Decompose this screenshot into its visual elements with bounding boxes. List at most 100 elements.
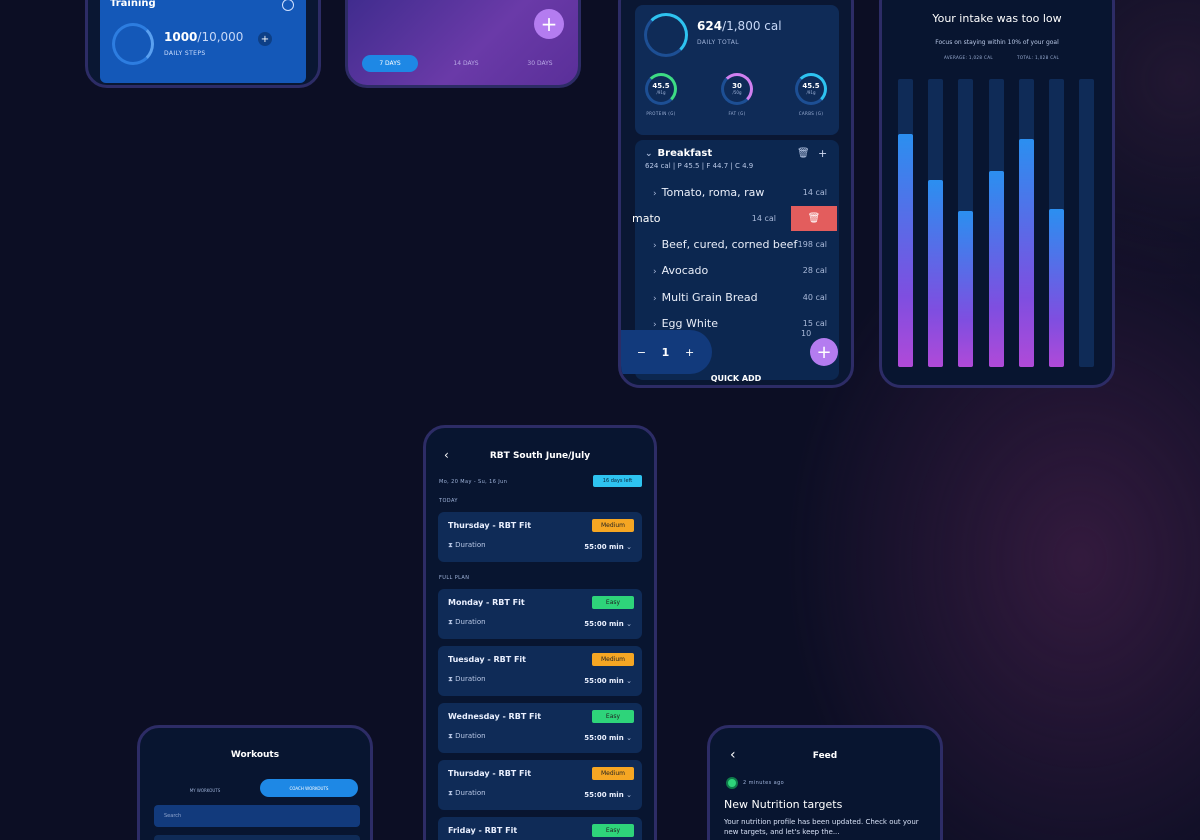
workout-title: Thursday - RBT Fit [448, 769, 532, 778]
feed-time: 2 minutes ago [743, 780, 785, 786]
duration-label: Duration [455, 675, 486, 683]
workout-card[interactable]: Wednesday - RBT Fit Easy ⧗ Duration 55:0… [438, 703, 642, 753]
add-fab-button[interactable]: + [534, 9, 564, 39]
fat-label: FAT (G) [728, 111, 746, 116]
tab-my-workouts[interactable]: MY WORKOUTS [189, 787, 221, 793]
carbs-value: 45.5 [802, 82, 820, 90]
food-cal: 198 cal [797, 239, 827, 249]
food-row[interactable]: › Multi Grain Bread 40 cal [653, 285, 827, 309]
increment-button[interactable]: + [684, 345, 695, 359]
food-row[interactable]: › Tomato, roma, raw 14 cal [653, 180, 827, 204]
duration-row: ⧗ Duration [448, 789, 486, 798]
chevron-down-icon: ⌄ [626, 543, 632, 551]
feed-title: Feed [812, 751, 838, 761]
protein-unit: /91g [656, 90, 666, 95]
macro-carbs: 45.5 /91g CARBS (G) [793, 73, 829, 116]
intake-total: TOTAL: 1,028 CAL [1017, 55, 1060, 60]
add-steps-button[interactable]: + [258, 32, 272, 46]
feed-headline[interactable]: New Nutrition targets [724, 798, 843, 811]
difficulty-badge: Easy [592, 824, 634, 837]
macro-protein: 45.5 /91g PROTEIN (G) [643, 73, 679, 116]
tab-coach-workouts[interactable]: COACH WORKOUTS [260, 779, 358, 797]
food-row[interactable]: › Egg White 15 cal [653, 311, 827, 335]
intake-bar-track [1079, 79, 1095, 367]
workout-card[interactable]: Monday - RBT Fit Easy ⧗ Duration 55:00 m… [438, 589, 642, 639]
food-row[interactable]: › Avocado 28 cal [653, 258, 827, 282]
workout-card[interactable]: Thursday - RBT Fit Medium ⧗ Duration 55:… [438, 760, 642, 810]
delete-row-button[interactable]: 🗑 [791, 206, 837, 231]
full-plan-section-label: FULL PLAN [439, 575, 470, 581]
list-item[interactable] [154, 835, 360, 840]
duration-value: 55:00 min ⌄ [584, 791, 632, 799]
workout-card[interactable]: Friday - RBT Fit Easy [438, 817, 642, 840]
add-food-fab[interactable]: + [810, 338, 838, 366]
quantity-value: 1 [661, 345, 670, 359]
hourglass-icon: ⧗ [448, 789, 453, 797]
workout-title: Friday - RBT Fit [448, 826, 518, 835]
decrement-button[interactable]: − [636, 345, 647, 359]
tab-7-days[interactable]: 7 DAYS [362, 55, 418, 72]
duration-label: Duration [455, 732, 486, 740]
meal-header[interactable]: ⌄ Breakfast [645, 148, 712, 159]
workout-title: Wednesday - RBT Fit [448, 712, 542, 721]
duration-value: 55:00 min ⌄ [584, 543, 632, 551]
workout-title: Monday - RBT Fit [448, 598, 525, 607]
diary-phone: 624/1,800 cal DAILY TOTAL 45.5 /91g PROT… [618, 0, 854, 388]
protein-value: 45.5 [652, 82, 670, 90]
refresh-icon[interactable] [282, 0, 294, 11]
intake-phone: Your intake was too low Focus on staying… [879, 0, 1115, 388]
meal-summary: 624 cal | P 45.5 | F 44.7 | C 4.9 [645, 162, 754, 170]
carbs-label: CARBS (G) [798, 111, 824, 116]
duration-value: 55:00 min ⌄ [584, 734, 632, 742]
quantity-stepper[interactable]: − 1 + [621, 330, 712, 374]
food-cal: 14 cal [751, 213, 776, 223]
calorie-summary-card: 624/1,800 cal DAILY TOTAL 45.5 /91g PROT… [635, 5, 839, 135]
intake-title: Your intake was too low [932, 12, 1062, 25]
calorie-ring [644, 13, 688, 57]
back-arrow-icon[interactable]: ‹ [730, 747, 736, 763]
chevron-down-icon: ⌄ [626, 734, 632, 742]
training-title: Training [110, 0, 156, 9]
add-food-icon[interactable]: + [818, 147, 828, 160]
protein-label: PROTEIN (G) [646, 111, 676, 116]
food-name: mato [632, 211, 661, 225]
duration-value: 55:00 min ⌄ [584, 677, 632, 685]
food-name: Beef, cured, corned beef [661, 237, 798, 251]
food-cal: 28 cal [802, 265, 827, 275]
duration-row: ⧗ Duration [448, 675, 486, 684]
feed-body: Your nutrition profile has been updated.… [724, 818, 919, 836]
steps-current: 1000 [164, 30, 198, 44]
training-card: Training 1000/10,000 DAILY STEPS + [100, 0, 306, 83]
intake-bar [898, 134, 913, 367]
duration-row: ⧗ Duration [448, 732, 486, 741]
search-input[interactable]: Search [154, 805, 360, 827]
food-name: Egg White [661, 316, 719, 330]
tab-14-days[interactable]: 14 DAYS [453, 60, 479, 67]
back-arrow-icon[interactable]: ‹ [444, 448, 449, 462]
steps-goal: /10,000 [197, 30, 244, 44]
quick-add-button[interactable]: QUICK ADD [710, 374, 762, 383]
workout-card[interactable]: Tuesday - RBT Fit Medium ⧗ Duration 55:0… [438, 646, 642, 696]
fat-ring: 30 /50g [721, 73, 753, 105]
tab-30-days[interactable]: 30 DAYS [527, 60, 553, 67]
chevron-right-icon: › [653, 319, 657, 330]
steps-readout: 1000/10,000 [164, 30, 243, 44]
food-cal: 15 cal [802, 318, 827, 328]
range-phone: + 7 DAYS 14 DAYS 30 DAYS [345, 0, 581, 88]
intake-bar-track [928, 79, 944, 367]
chevron-down-icon: ⌄ [645, 149, 653, 159]
hourglass-icon: ⧗ [448, 675, 453, 683]
chevron-right-icon: › [653, 188, 657, 199]
intake-bar [1049, 209, 1064, 367]
chevron-right-icon: › [653, 266, 657, 277]
intake-bar [928, 180, 944, 367]
calorie-readout: 624/1,800 cal [697, 19, 782, 33]
days-left-badge: 16 days left [593, 475, 642, 487]
today-workout-card[interactable]: Thursday - RBT Fit Medium ⧗ Duration 55:… [438, 512, 642, 562]
difficulty-badge: Medium [592, 767, 634, 780]
trash-icon[interactable]: 🗑 [797, 148, 810, 159]
chevron-down-icon: ⌄ [626, 677, 632, 685]
intake-average: AVERAGE: 1,028 CAL [944, 55, 993, 60]
food-row-swiped[interactable]: mato 14 cal [632, 206, 792, 230]
food-row[interactable]: › Beef, cured, corned beef 198 cal [653, 232, 827, 256]
